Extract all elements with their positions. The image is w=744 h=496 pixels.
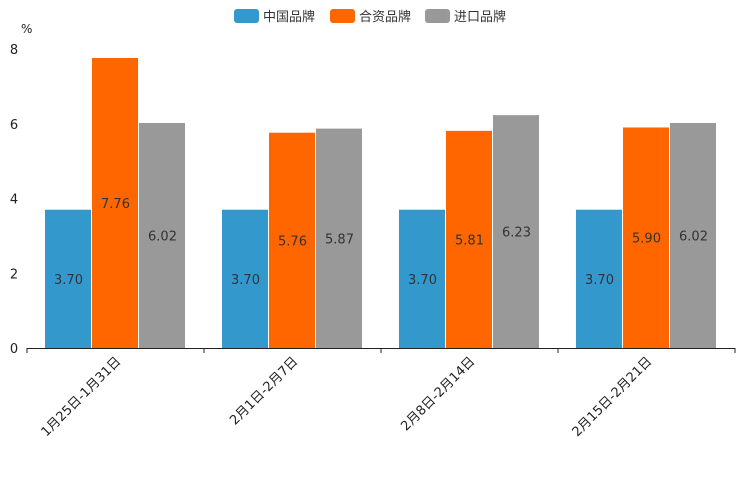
legend-item[interactable]: 合资品牌 (330, 9, 411, 25)
bar-value-label: 5.81 (455, 233, 484, 248)
bar[interactable] (269, 132, 315, 348)
bar[interactable] (623, 127, 669, 348)
y-tick-label: 4 (10, 193, 18, 208)
x-category-label: 2月1日-2月7日 (227, 354, 301, 428)
y-tick-label: 6 (10, 118, 18, 133)
bar-value-label: 6.23 (502, 226, 531, 241)
bar[interactable] (670, 123, 716, 348)
x-category-label: 1月25日-1月31日 (39, 354, 125, 440)
y-axis-unit: % (21, 22, 32, 36)
bar-value-label: 3.70 (585, 273, 614, 288)
bar-value-label: 3.70 (231, 273, 260, 288)
bar[interactable] (45, 209, 91, 348)
bar[interactable] (316, 128, 362, 348)
bar-value-label: 6.02 (679, 230, 708, 245)
bar[interactable] (139, 123, 185, 348)
bar-value-label: 5.76 (278, 234, 307, 249)
bar-value-label: 7.76 (101, 197, 130, 212)
x-category-label: 2月15日-2月21日 (570, 354, 656, 440)
bar-value-label: 5.87 (325, 232, 354, 247)
legend-item[interactable]: 进口品牌 (425, 9, 506, 25)
legend-swatch (330, 9, 355, 23)
legend-swatch (234, 9, 259, 23)
bar[interactable] (493, 115, 539, 348)
bar-value-label: 5.90 (632, 232, 661, 247)
legend-label: 进口品牌 (454, 9, 506, 25)
bar-value-label: 3.70 (408, 273, 437, 288)
bar[interactable] (446, 130, 492, 348)
bar-value-label: 3.70 (54, 273, 83, 288)
bar[interactable] (92, 57, 138, 348)
bar-value-label: 6.02 (148, 230, 177, 245)
legend-swatch (425, 9, 450, 23)
bars: 3.70 7.76 6.02 3.70 5.76 5.87 3.70 5.81 6.23 3.70… (45, 57, 716, 348)
y-tick-label: 2 (10, 267, 18, 282)
x-category-label: 2月8日-2月14日 (398, 354, 478, 434)
bar[interactable] (222, 209, 268, 348)
legend-item[interactable]: 中国品牌 (234, 9, 315, 25)
x-axis: 1月25日-1月31日 2月1日-2月7日 2月8日-2月14日 2月15日-2月21… (26, 348, 736, 440)
y-tick-label: 8 (10, 43, 18, 58)
bar[interactable] (399, 209, 445, 348)
y-tick-label: 0 (10, 342, 18, 357)
legend-label: 中国品牌 (263, 9, 315, 25)
legend-label: 合资品牌 (359, 9, 411, 25)
legend: 中国品牌 合资品牌 进口品牌 (234, 9, 506, 25)
bar[interactable] (576, 209, 622, 348)
y-axis: % 0 2 4 6 8 (10, 22, 33, 357)
